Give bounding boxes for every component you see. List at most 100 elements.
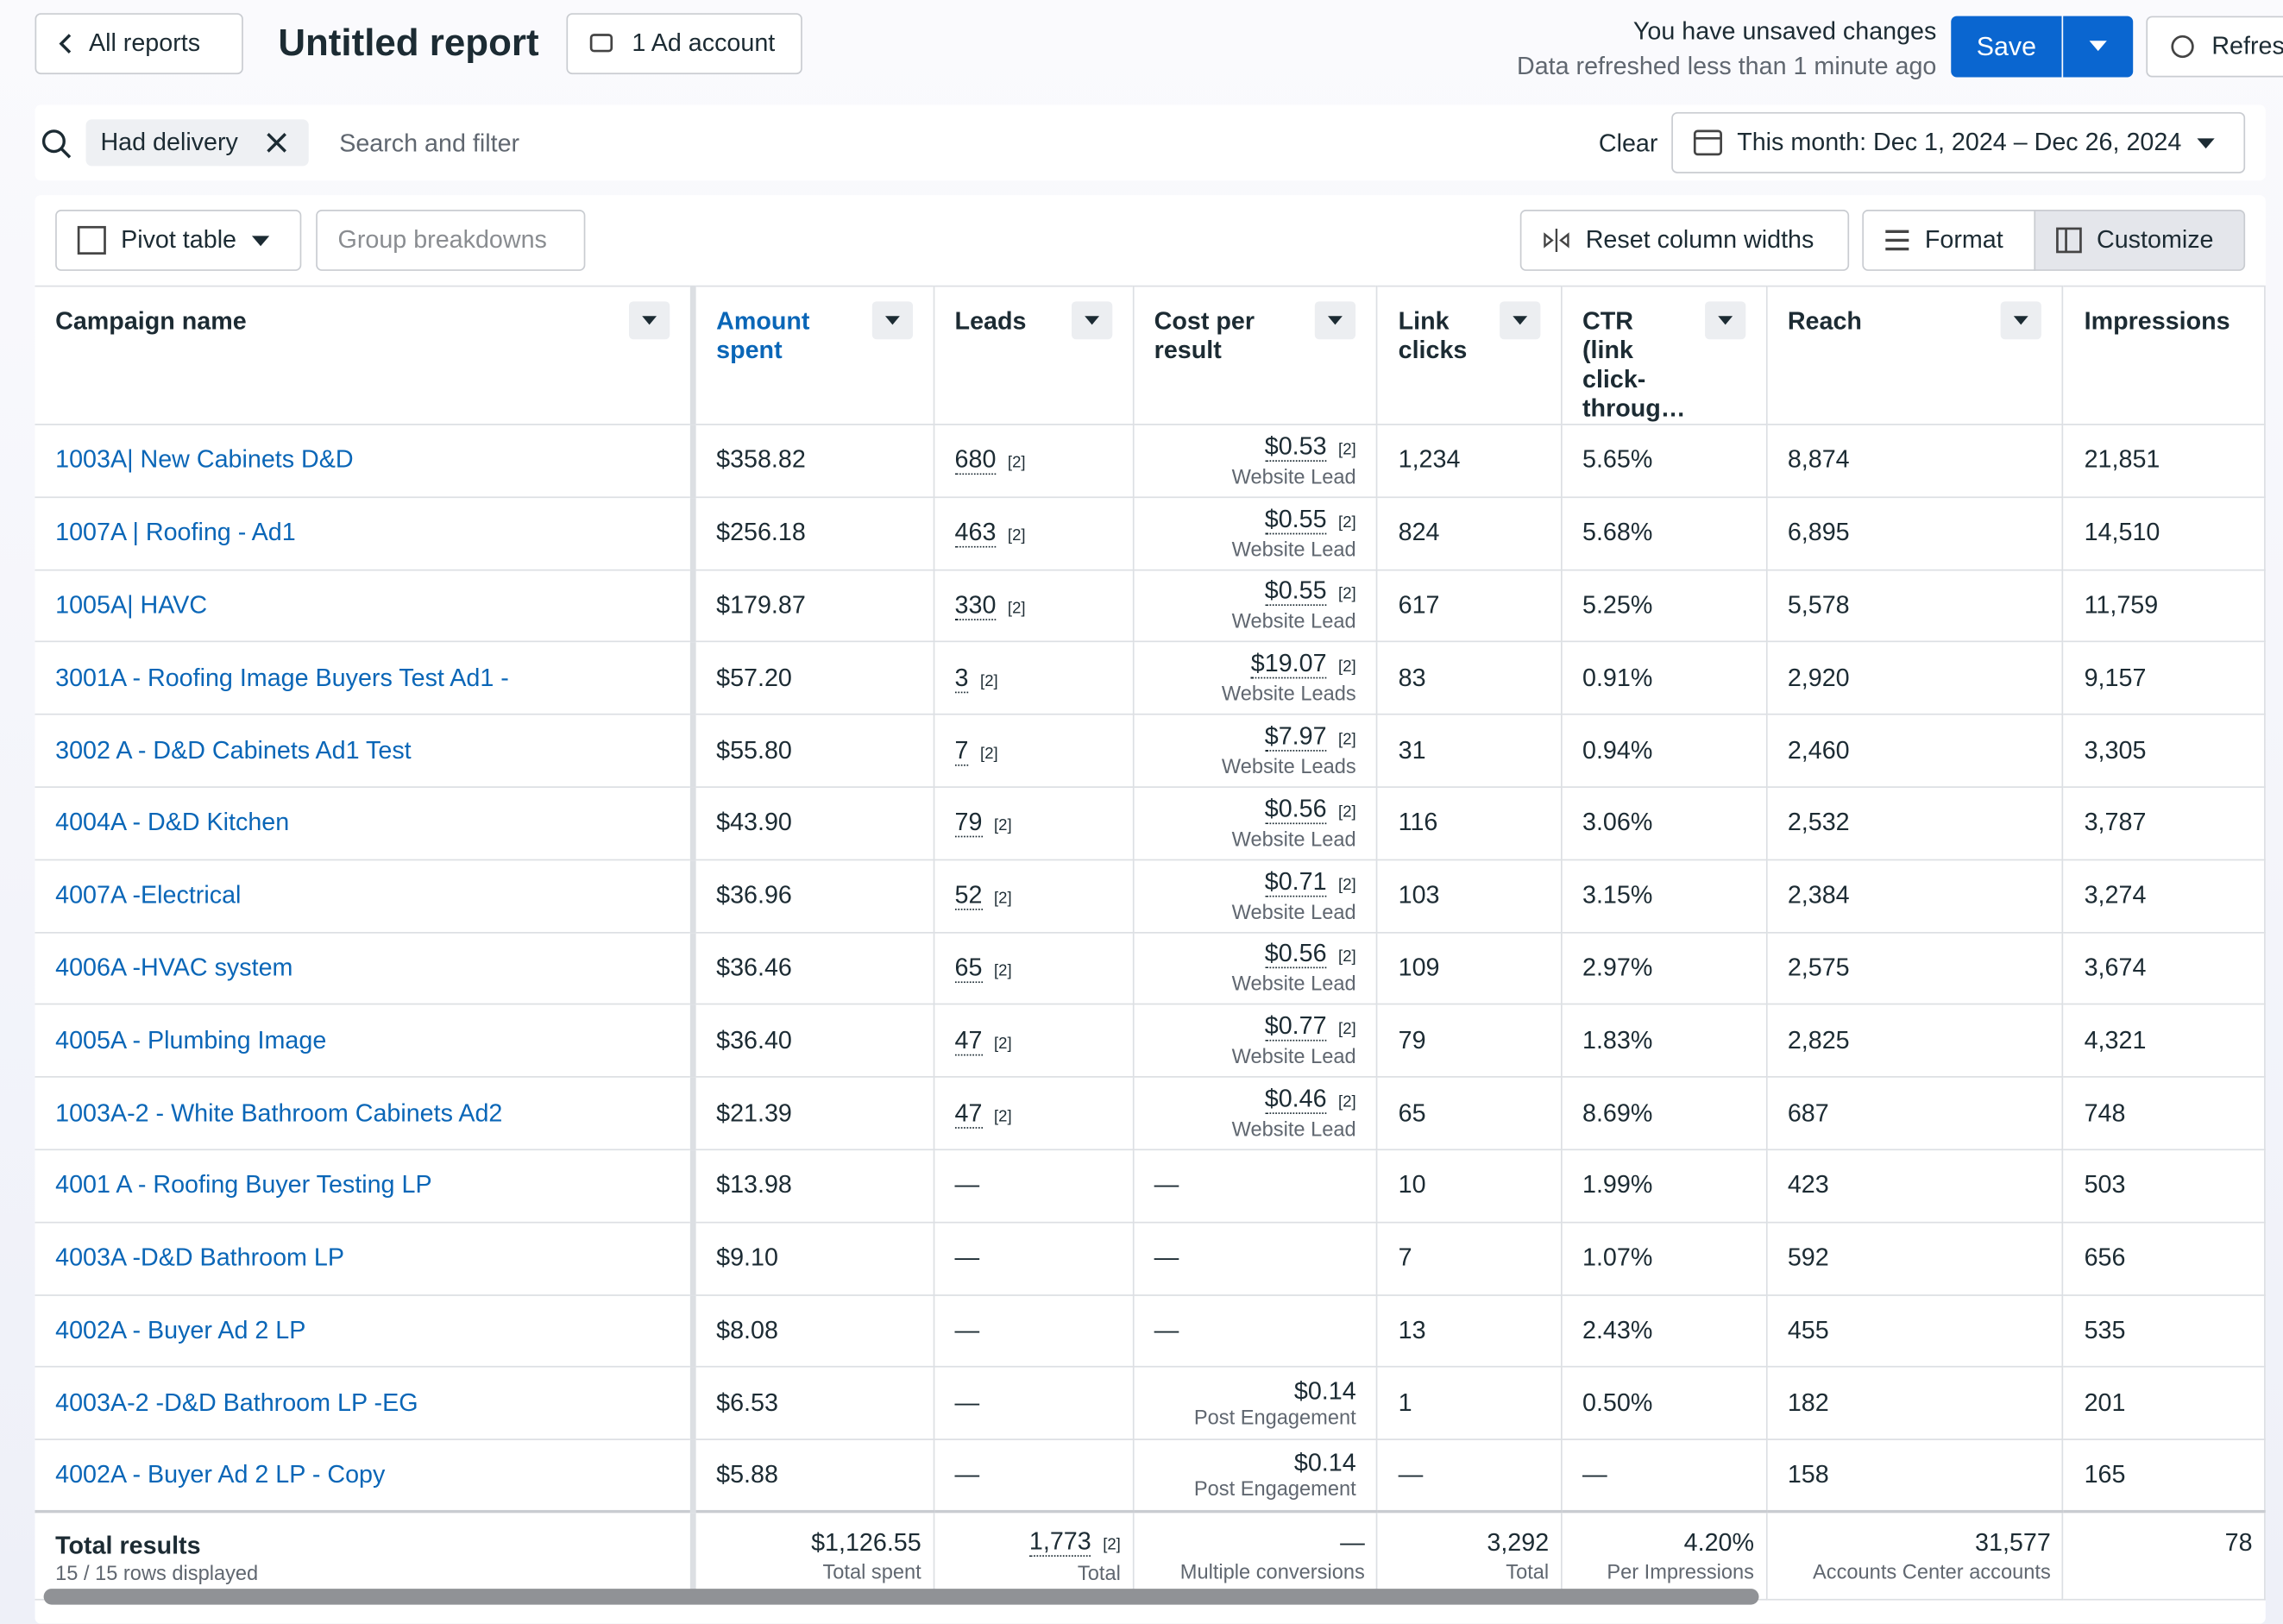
clicks-total-cell: 3,292 Total [1377,1510,1563,1601]
clicks-cell: 1,234 [1377,424,1563,498]
column-menu[interactable] [1499,301,1541,340]
pivot-icon [77,225,106,255]
campaign-link[interactable]: 1003A| New Cabinets D&D [55,446,354,475]
cost-value: $7.97 [1264,722,1327,752]
column-menu[interactable] [1704,301,1745,340]
table-row: 3002 A - D&D Cabinets Ad1 Test $55.80 7 [2]… [35,714,2266,788]
group-button[interactable]: Group breakdowns [316,210,586,271]
impressions-cell: 14,510 [2063,496,2266,570]
totals-row: Total results 15 / 15 rows displayed $1,12… [35,1510,2266,1601]
format-button[interactable]: Format [1862,210,2036,271]
save-button[interactable]: Save [1951,16,2062,78]
table-row: 4002A - Buyer Ad 2 LP $8.08 — — 13 2.43% 455 53… [35,1294,2266,1369]
table-body: 1003A| New Cabinets D&D $358.82 680 [2] $0.5… [35,424,2266,1514]
campaign-link[interactable]: 3001A - Roofing Image Buyers Test Ad1 - [55,664,509,692]
search-input[interactable]: Search and filter [339,129,520,158]
leads-ref: [2] [1007,527,1026,545]
cost-total-label: Multiple conversions [1179,1559,1365,1583]
campaign-link[interactable]: 4001 A - Roofing Buyer Testing LP [55,1171,432,1199]
campaign-link[interactable]: 4002A - Buyer Ad 2 LP [55,1316,306,1344]
column-menu[interactable] [1315,301,1356,340]
reach-cell: 2,825 [1766,1004,2064,1079]
campaign-link[interactable]: 1007A | Roofing - Ad1 [55,519,296,547]
column-header: Link clicks [1377,286,1563,425]
leads-value: 52 [954,881,983,910]
leads-ref: [2] [993,817,1012,835]
reset-button[interactable]: Reset column widths [1519,210,1850,271]
campaign-link[interactable]: 4003A -D&D Bathroom LP [55,1243,345,1272]
scrollbar[interactable] [43,1589,1759,1605]
cost-cell: $0.53 [2] Website Lead [1133,424,1379,498]
campaign-link[interactable]: 4002A - Buyer Ad 2 LP - Copy [55,1461,386,1489]
amount-cell: $57.20 [689,642,934,715]
clicks-cell: 109 [1377,932,1563,1006]
customize-label: Customize [2097,225,2214,254]
campaign-cell: 4006A -HVAC system [35,932,694,1006]
column-menu[interactable] [2001,301,2042,340]
cost-cell: $0.46 [2] Website Lead [1133,1077,1379,1151]
back-button[interactable]: All reports [35,13,243,75]
campaign-link[interactable]: 4006A -HVAC system [55,954,293,982]
campaign-cell: 4005A - Plumbing Image [35,1004,694,1079]
reach-cell: 2,384 [1766,859,2064,933]
cost-ref: [2] [1338,948,1356,966]
campaign-link[interactable]: 4004A - D&D Kitchen [55,809,290,837]
refresh-status: Data refreshed less than 1 minute ago [1516,52,1937,80]
clear-button[interactable]: Clear [1598,129,1658,158]
campaign-link[interactable]: 1005A| HAVC [55,591,208,620]
cost-cell: $19.07 [2] Website Leads [1133,642,1379,715]
cost-cell: $0.56 [2] Website Lead [1133,787,1379,860]
column-header: CTR (link click-throug… [1561,286,1768,425]
leads-cell: — [934,1439,1135,1514]
column-title: Leads [954,307,1027,336]
campaign-cell: 4002A - Buyer Ad 2 LP [35,1294,694,1369]
leads-ref: [2] [1007,455,1026,473]
leads-value: 79 [954,809,983,838]
leads-value: — [954,1388,980,1417]
cost-value: $0.14 [1293,1449,1356,1477]
customize-button[interactable]: Customize [2034,210,2246,271]
leads-value: 47 [954,1098,983,1129]
unsaved-text: You have unsaved changes [1632,17,1937,46]
leads-ref: [2] [993,1107,1012,1125]
account-button[interactable]: 1 Ad account [566,13,802,75]
leads-value: 680 [954,446,997,475]
filter-chip[interactable]: Had delivery [85,119,309,167]
clicks-cell: — [1377,1439,1563,1514]
amount-cell: $6.53 [689,1367,934,1441]
campaign-link[interactable]: 4005A - Plumbing Image [55,1026,327,1054]
reach-total: 31,577 [1975,1529,2051,1558]
cost-label: Website Leads [1221,682,1356,706]
table-row: 1005A| HAVC $179.87 330 [2] $0.55 [2] Website … [35,569,2266,643]
chip-remove[interactable] [264,131,287,154]
campaign-link[interactable]: 3002 A - D&D Cabinets Ad1 Test [55,736,412,765]
campaign-cell: 1007A | Roofing - Ad1 [35,496,694,570]
cost-ref: [2] [1338,1093,1356,1111]
impressions-cell: 9,157 [2063,642,2266,715]
cost-value: $0.53 [1264,432,1327,462]
cost-value: — [1154,1243,1179,1272]
campaign-link[interactable]: 4003A-2 -D&D Bathroom LP -EG [55,1388,418,1417]
cost-label: Website Lead [1231,609,1356,633]
column-menu[interactable] [628,301,670,340]
pivot-button[interactable]: Pivot table [55,210,302,271]
table-row: 1003A| New Cabinets D&D $358.82 680 [2] $0.5… [35,424,2266,498]
cost-line: $0.55 [2] [1154,577,1356,609]
campaign-cell: 4003A-2 -D&D Bathroom LP -EG [35,1367,694,1441]
date-picker[interactable]: This month: Dec 1, 2024 – Dec 26, 2024 [1671,111,2246,173]
column-menu[interactable] [871,301,913,340]
save-menu[interactable] [2063,16,2134,78]
cost-line: $0.56 [2] [1154,795,1356,827]
caret-icon [2197,138,2216,149]
cost-cell: $0.55 [2] Website Lead [1133,496,1379,570]
amount-cell: $9.10 [689,1222,934,1296]
impressions-cell: 11,759 [2063,569,2266,643]
ctr-cell: 2.43% [1561,1294,1768,1369]
column-menu[interactable] [1071,301,1112,340]
refresh-button[interactable]: Refres [2146,16,2283,78]
campaign-link[interactable]: 1003A-2 - White Bathroom Cabinets Ad2 [55,1098,503,1127]
impressions-cell: 3,274 [2063,859,2266,933]
campaign-link[interactable]: 4007A -Electrical [55,881,242,910]
cost-line: $0.46 [2] [1154,1085,1356,1117]
